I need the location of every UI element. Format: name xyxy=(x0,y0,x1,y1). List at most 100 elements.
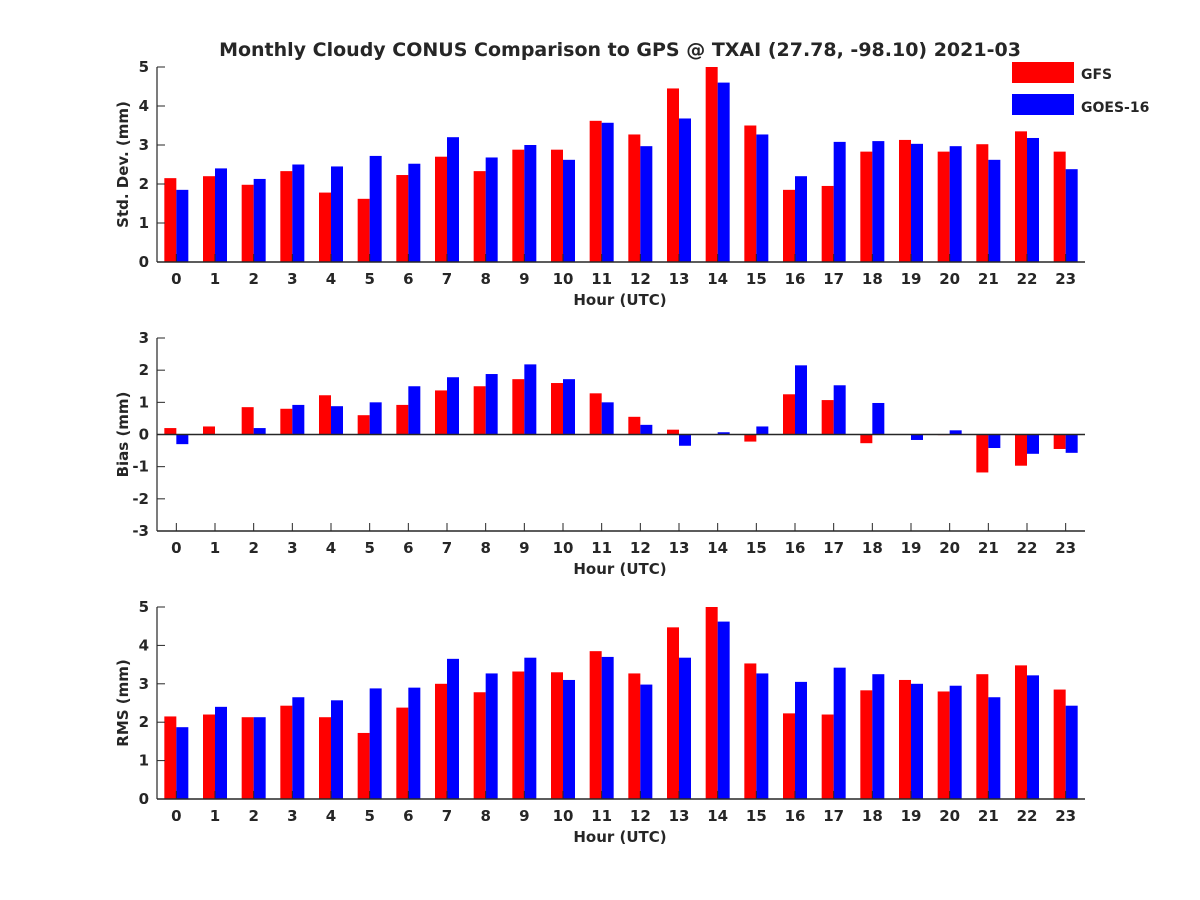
bar-rms-goes16-10 xyxy=(563,679,575,799)
x-tick-label-bias-23: 23 xyxy=(1055,539,1076,557)
y-axis-label-std-dev: Std. Dev. (mm) xyxy=(114,101,132,228)
bar-std-dev-gfs-12 xyxy=(628,134,641,262)
bar-rms-goes16-0 xyxy=(176,727,189,799)
x-tick-label-rms-14: 14 xyxy=(707,807,728,825)
x-tick-label-bias-12: 12 xyxy=(630,539,651,557)
bar-bias-gfs-23 xyxy=(1053,434,1066,449)
bar-rms-goes16-16 xyxy=(795,681,807,799)
bar-bias-goes16-23 xyxy=(1065,434,1078,453)
bar-bias-gfs-22 xyxy=(1015,434,1027,466)
bar-std-dev-goes16-23 xyxy=(1065,169,1078,262)
x-tick-label-std-dev-21: 21 xyxy=(978,270,999,288)
bar-bias-goes16-19 xyxy=(911,434,923,440)
bar-std-dev-goes16-14 xyxy=(717,82,730,262)
bar-rms-gfs-1 xyxy=(203,714,215,799)
bar-rms-gfs-10 xyxy=(551,672,563,799)
bar-std-dev-goes16-0 xyxy=(176,189,189,262)
x-tick-label-std-dev-6: 6 xyxy=(403,270,413,288)
bar-std-dev-goes16-15 xyxy=(756,134,769,262)
bar-bias-gfs-21 xyxy=(976,434,989,473)
x-tick-label-rms-10: 10 xyxy=(553,807,574,825)
bar-std-dev-goes16-4 xyxy=(331,166,343,262)
bar-bias-goes16-12 xyxy=(640,424,653,435)
y-tick-label-bias-2: 2 xyxy=(139,361,149,379)
bar-bias-goes16-10 xyxy=(563,379,575,435)
x-tick-label-rms-19: 19 xyxy=(901,807,922,825)
x-tick-label-std-dev-5: 5 xyxy=(364,270,374,288)
bar-std-dev-goes16-22 xyxy=(1027,137,1039,262)
bar-bias-goes16-21 xyxy=(988,434,1001,449)
bar-std-dev-goes16-9 xyxy=(524,145,537,262)
bar-bias-gfs-10 xyxy=(551,383,563,435)
bar-bias-gfs-4 xyxy=(319,395,331,435)
x-tick-label-std-dev-11: 11 xyxy=(591,270,612,288)
x-tick-label-bias-6: 6 xyxy=(403,539,413,557)
x-tick-label-std-dev-13: 13 xyxy=(669,270,690,288)
bar-rms-gfs-7 xyxy=(435,683,447,799)
bar-std-dev-gfs-1 xyxy=(203,176,215,262)
y-tick-label-rms-1: 1 xyxy=(139,752,149,770)
bar-std-dev-gfs-23 xyxy=(1053,151,1066,262)
x-tick-label-rms-15: 15 xyxy=(746,807,767,825)
bar-bias-goes16-0 xyxy=(176,434,189,445)
bar-std-dev-gfs-14 xyxy=(705,67,718,262)
bar-rms-gfs-8 xyxy=(473,692,486,799)
bar-std-dev-gfs-5 xyxy=(357,198,370,262)
x-tick-label-std-dev-4: 4 xyxy=(326,270,336,288)
bar-std-dev-gfs-2 xyxy=(241,184,254,262)
y-axis-label-bias: Bias (mm) xyxy=(114,392,132,478)
bar-std-dev-goes16-8 xyxy=(485,157,498,262)
bar-rms-gfs-2 xyxy=(241,717,254,799)
x-tick-label-rms-23: 23 xyxy=(1055,807,1076,825)
bar-rms-gfs-16 xyxy=(783,713,795,799)
bar-bias-gfs-18 xyxy=(860,434,873,444)
y-tick-label-rms-2: 2 xyxy=(139,713,149,731)
bar-rms-goes16-3 xyxy=(292,697,305,799)
bar-std-dev-gfs-6 xyxy=(396,175,409,262)
bar-rms-gfs-22 xyxy=(1015,665,1027,799)
bar-std-dev-goes16-17 xyxy=(833,141,846,262)
bar-rms-gfs-15 xyxy=(744,663,757,799)
x-tick-label-rms-22: 22 xyxy=(1017,807,1038,825)
x-tick-label-rms-0: 0 xyxy=(171,807,181,825)
x-tick-label-rms-18: 18 xyxy=(862,807,883,825)
y-tick-label-bias--2: -2 xyxy=(132,490,149,508)
x-tick-label-rms-13: 13 xyxy=(669,807,690,825)
bar-bias-goes16-18 xyxy=(872,402,885,435)
bar-std-dev-gfs-16 xyxy=(783,189,795,262)
bar-bias-goes16-16 xyxy=(795,365,807,435)
bar-bias-gfs-3 xyxy=(280,408,293,435)
x-tick-label-std-dev-12: 12 xyxy=(630,270,651,288)
x-tick-label-bias-14: 14 xyxy=(707,539,728,557)
x-tick-label-std-dev-7: 7 xyxy=(442,270,452,288)
y-tick-label-bias-0: 0 xyxy=(139,426,149,444)
x-tick-label-std-dev-3: 3 xyxy=(287,270,297,288)
bar-std-dev-goes16-3 xyxy=(292,164,305,262)
bar-std-dev-goes16-19 xyxy=(911,143,923,262)
y-tick-label-std-dev-5: 5 xyxy=(139,58,149,76)
x-tick-label-rms-6: 6 xyxy=(403,807,413,825)
x-tick-label-rms-9: 9 xyxy=(519,807,529,825)
bar-std-dev-gfs-20 xyxy=(937,151,950,262)
x-tick-label-rms-5: 5 xyxy=(364,807,374,825)
bar-std-dev-goes16-20 xyxy=(949,146,962,262)
bar-rms-goes16-7 xyxy=(447,658,459,799)
bar-std-dev-gfs-7 xyxy=(435,156,447,262)
bar-std-dev-gfs-18 xyxy=(860,151,873,262)
bar-rms-goes16-22 xyxy=(1027,675,1039,799)
x-tick-label-rms-8: 8 xyxy=(480,807,490,825)
y-tick-label-rms-4: 4 xyxy=(139,636,149,654)
bar-rms-goes16-6 xyxy=(408,687,421,799)
bar-std-dev-gfs-13 xyxy=(667,88,679,262)
bar-bias-gfs-5 xyxy=(357,415,370,435)
bar-std-dev-goes16-6 xyxy=(408,163,421,262)
bar-std-dev-goes16-11 xyxy=(601,122,614,263)
x-tick-label-bias-16: 16 xyxy=(785,539,806,557)
bar-rms-gfs-19 xyxy=(899,679,911,799)
bar-bias-goes16-6 xyxy=(408,386,421,435)
x-tick-label-std-dev-0: 0 xyxy=(171,270,181,288)
x-tick-label-rms-3: 3 xyxy=(287,807,297,825)
bar-rms-goes16-15 xyxy=(756,673,769,799)
bar-std-dev-goes16-18 xyxy=(872,141,885,262)
x-tick-label-std-dev-20: 20 xyxy=(939,270,960,288)
